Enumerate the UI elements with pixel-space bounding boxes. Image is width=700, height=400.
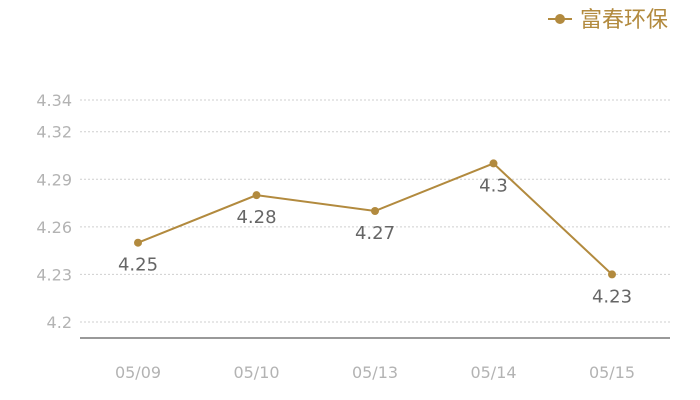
legend-marker-icon <box>555 14 565 24</box>
data-label: 4.23 <box>592 286 632 307</box>
data-point <box>134 238 142 247</box>
data-point <box>371 207 379 215</box>
x-tick-label: 05/10 <box>233 363 279 382</box>
x-tick-label: 05/14 <box>470 363 516 382</box>
data-label: 4.27 <box>355 223 395 244</box>
y-tick-label: 4.34 <box>36 91 72 110</box>
x-tick-label: 05/09 <box>115 363 161 382</box>
x-tick-label: 05/15 <box>589 363 635 382</box>
series-line <box>137 162 613 276</box>
data-point <box>489 159 498 168</box>
y-tick-label: 4.2 <box>47 313 72 332</box>
data-label: 4.28 <box>236 207 276 228</box>
x-tick-label: 05/13 <box>352 363 398 382</box>
data-point <box>608 270 616 279</box>
data-label: 4.3 <box>479 175 508 196</box>
y-tick-label: 4.23 <box>36 265 72 284</box>
data-point <box>252 191 261 200</box>
y-tick-label: 4.26 <box>36 218 72 237</box>
y-tick-label: 4.29 <box>36 170 72 189</box>
y-tick-label: 4.32 <box>36 123 72 142</box>
data-label: 4.25 <box>118 255 158 276</box>
legend-label: 富春环保 <box>580 8 668 33</box>
